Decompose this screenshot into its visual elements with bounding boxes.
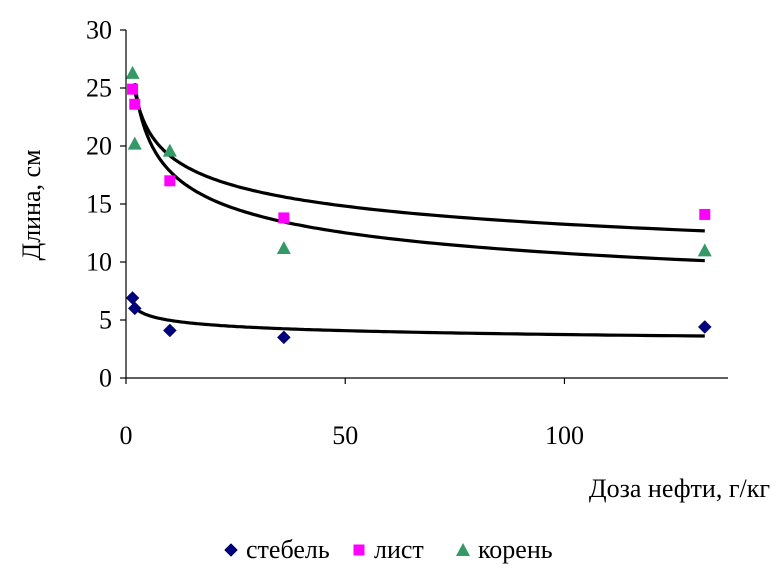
x-tick-label: 100 [545, 421, 584, 450]
y-tick-label: 0 [99, 364, 112, 393]
trendline-корень [133, 83, 705, 263]
data-point-корень [127, 136, 142, 150]
data-point-стебель [127, 301, 142, 316]
x-tick-label: 50 [332, 421, 358, 450]
data-point-лист [278, 212, 290, 224]
data-point-корень [697, 243, 712, 257]
x-tick-label: 0 [120, 421, 133, 450]
data-point-лист [164, 175, 176, 187]
data-point-корень [276, 241, 291, 255]
x-axis-title: Доза нефти, г/кг [589, 474, 770, 503]
trendline-стебель [133, 306, 705, 338]
data-point-лист [127, 83, 139, 95]
data-point-лист [699, 208, 711, 220]
legend-marker-лист [353, 544, 365, 556]
y-tick-label: 25 [86, 74, 112, 103]
tick-layer: 0 5 10 15 20 25 30 0 50 100 [86, 16, 584, 451]
trendline-лист [133, 89, 705, 233]
legend-marker-стебель [224, 543, 238, 557]
legend-marker-корень [456, 543, 470, 556]
y-tick-label: 15 [86, 190, 112, 219]
legend-label-лист: лист [374, 535, 424, 564]
data-point-стебель [125, 291, 140, 305]
y-tick-label: 30 [86, 16, 112, 45]
marker-layer [125, 65, 712, 345]
data-point-стебель [162, 323, 177, 338]
trendline-layer [133, 83, 705, 338]
legend-label-корень: корень [478, 535, 553, 564]
y-tick-label: 20 [86, 132, 112, 161]
y-axis-title: Длина, см [17, 149, 46, 260]
data-point-корень [162, 143, 177, 157]
legend: стебель лист корень [224, 535, 553, 564]
data-point-стебель [697, 320, 712, 334]
y-tick-label: 5 [99, 306, 112, 335]
y-tick-label: 10 [86, 248, 112, 277]
data-point-стебель [276, 330, 291, 345]
legend-label-стебель: стебель [246, 535, 330, 564]
data-point-лист [129, 98, 141, 110]
data-point-корень [125, 65, 140, 79]
